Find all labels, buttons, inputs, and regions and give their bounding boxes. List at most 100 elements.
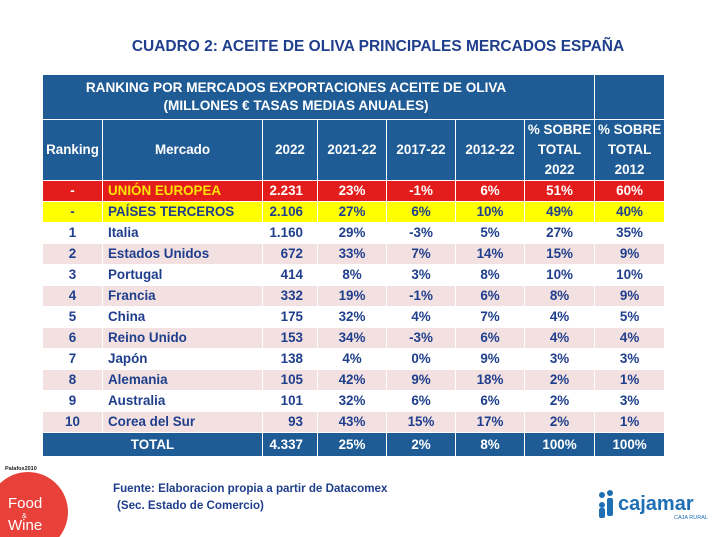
cell-pct-2012: 9% [594,285,666,307]
cell-2012-22: 9% [455,348,525,370]
cell-pct-2022: 3% [523,348,596,370]
cell-rank: 5 [42,306,103,328]
header-pct-2012-l2: TOTAL [607,142,652,157]
cell-2012-22: 6% [455,180,525,202]
cell-2022: 175 [262,306,318,328]
cell-market: Italia [102,222,263,244]
cell-market: Portugal [102,264,263,286]
cell-2012-22: 8% [455,264,525,286]
table-title: RANKING POR MERCADOS EXPORTACIONES ACEIT… [41,74,596,120]
cell-pct-2012: 60% [594,180,666,202]
cell-rank: - [42,180,103,202]
total-2012-22: 8% [455,432,525,457]
table-title-row: RANKING POR MERCADOS EXPORTACIONES ACEIT… [41,74,666,120]
table-row: 3 Portugal 414 8% 3% 8% 10% 10% [42,264,666,286]
cell-2017-22: -1% [386,180,456,202]
cell-rank: 10 [42,411,103,433]
cell-pct-2022: 4% [523,306,596,328]
cell-2021-22: 27% [317,201,387,223]
table-row: 10 Corea del Sur 93 43% 15% 17% 2% 1% [42,411,666,433]
cell-2017-22: -3% [386,327,456,349]
cell-2017-22: 4% [386,306,456,328]
cell-2021-22: 32% [317,306,387,328]
cell-market: Australia [102,390,263,412]
cell-pct-2012: 1% [594,369,666,391]
cell-rank: 8 [42,369,103,391]
cell-rank: 7 [42,348,103,370]
header-pct-2012-l1: % SOBRE [597,122,662,137]
cell-2022: 138 [262,348,318,370]
food-wine-wine: Wine [8,517,42,534]
cajamar-sub: CAJA RURAL [674,515,708,521]
cell-2012-22: 6% [455,285,525,307]
total-2021-22: 25% [317,432,387,457]
cell-market: Francia [102,285,263,307]
cajamar-name: cajamar [618,493,694,515]
cell-rank: 9 [42,390,103,412]
cell-rank: 1 [42,222,103,244]
cell-2017-22: 7% [386,243,456,265]
cell-pct-2012: 40% [594,201,666,223]
cell-pct-2012: 10% [594,264,666,286]
cell-2022: 2.231 [262,180,318,202]
cell-rank: 3 [42,264,103,286]
cell-pct-2022: 2% [523,390,596,412]
table-row: 5 China 175 32% 4% 7% 4% 5% [42,306,666,328]
cell-pct-2012: 4% [594,327,666,349]
markets-table: RANKING POR MERCADOS EXPORTACIONES ACEIT… [41,74,666,457]
cell-2021-22: 23% [317,180,387,202]
cell-2012-22: 7% [455,306,525,328]
table-header-row: Ranking Mercado 2022 2021-22 2017-22 201… [42,119,666,181]
table-row: 9 Australia 101 32% 6% 6% 2% 3% [42,390,666,412]
header-2021-22: 2021-22 [317,119,387,181]
cell-2021-22: 4% [317,348,387,370]
total-label: TOTAL [42,432,263,457]
header-2012-22: 2012-22 [455,119,525,181]
cell-2021-22: 33% [317,243,387,265]
header-pct-2022: % SOBRE TOTAL 2022 [523,119,596,181]
cajamar-symbol-icon [599,490,613,518]
table-row: 1 Italia 1.160 29% -3% 5% 27% 35% [42,222,666,244]
table-row: - UNIÓN EUROPEA 2.231 23% -1% 6% 51% 60% [42,180,666,202]
cell-market: Estados Unidos [102,243,263,265]
header-ranking: Ranking [42,119,103,181]
cell-pct-2012: 3% [594,348,666,370]
cell-2017-22: 9% [386,369,456,391]
cell-pct-2022: 51% [523,180,596,202]
cell-2012-22: 14% [455,243,525,265]
page-title: CUADRO 2: ACEITE DE OLIVA PRINCIPALES ME… [131,38,625,55]
cell-2012-22: 17% [455,411,525,433]
food-wine-logo: Food & Wine [0,472,68,537]
cell-pct-2022: 15% [523,243,596,265]
cell-rank: 2 [42,243,103,265]
source-line2: (Sec. Estado de Comercio) [117,499,264,512]
total-pct-2022: 100% [523,432,596,457]
table-title-line2: (MILLONES € TASAS MEDIAS ANUALES) [163,98,429,113]
header-2017-22: 2017-22 [386,119,456,181]
cell-2021-22: 34% [317,327,387,349]
cell-2022: 672 [262,243,318,265]
cell-2021-22: 32% [317,390,387,412]
cell-2022: 2.106 [262,201,318,223]
table-row: 2 Estados Unidos 672 33% 7% 14% 15% 9% [42,243,666,265]
cell-rank: 6 [42,327,103,349]
cell-pct-2012: 1% [594,411,666,433]
total-pct-2012: 100% [594,432,666,457]
table-row: 8 Alemania 105 42% 9% 18% 2% 1% [42,369,666,391]
cell-2021-22: 42% [317,369,387,391]
cajamar-logo: cajamar CAJA RURAL [599,490,708,521]
food-wine-amp: & [22,513,27,520]
cell-2012-22: 6% [455,327,525,349]
cell-2017-22: 3% [386,264,456,286]
cell-pct-2012: 5% [594,306,666,328]
cell-2017-22: -3% [386,222,456,244]
cell-2017-22: 0% [386,348,456,370]
cell-pct-2022: 49% [523,201,596,223]
header-pct-2022-l3: 2022 [544,162,575,177]
cell-market: Japón [102,348,263,370]
table-row: 4 Francia 332 19% -1% 6% 8% 9% [42,285,666,307]
header-2022: 2022 [262,119,318,181]
source-note: Fuente: Elaboracion propia a partir de D… [113,480,387,514]
cell-market: Corea del Sur [102,411,263,433]
table-row: 7 Japón 138 4% 0% 9% 3% 3% [42,348,666,370]
